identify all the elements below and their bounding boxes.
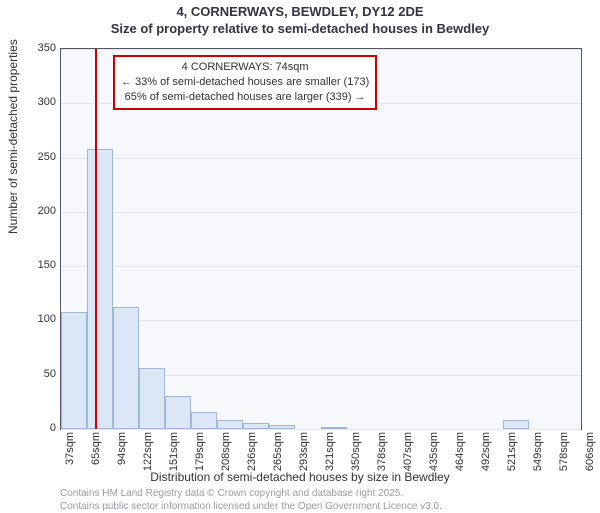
annotation-line2: ← 33% of semi-detached houses are smalle… bbox=[121, 76, 369, 88]
x-tick-label: 407sqm bbox=[402, 432, 414, 471]
histogram-bar bbox=[87, 149, 113, 429]
histogram-bar bbox=[217, 420, 243, 429]
x-tick-label: 492sqm bbox=[480, 432, 492, 471]
x-tick-label: 293sqm bbox=[298, 432, 310, 471]
annotation-line3: 65% of semi-detached houses are larger (… bbox=[125, 91, 366, 103]
x-tick-label: 549sqm bbox=[532, 432, 544, 471]
histogram-bar bbox=[243, 423, 269, 430]
histogram-bar bbox=[269, 425, 295, 429]
x-tick-label: 208sqm bbox=[220, 432, 232, 471]
x-tick-label: 606sqm bbox=[584, 432, 596, 471]
y-tick-label: 50 bbox=[16, 368, 56, 380]
plot-area: 4 CORNERWAYS: 74sqm ← 33% of semi-detache… bbox=[60, 48, 582, 430]
x-tick-label: 578sqm bbox=[558, 432, 570, 471]
histogram-bar bbox=[139, 368, 165, 429]
histogram-bar bbox=[113, 307, 139, 429]
y-tick-label: 150 bbox=[16, 259, 56, 271]
y-tick-label: 100 bbox=[16, 313, 56, 325]
histogram-bar bbox=[61, 312, 87, 429]
y-tick-label: 0 bbox=[16, 422, 56, 434]
plot-wrapper: 4 CORNERWAYS: 74sqm ← 33% of semi-detache… bbox=[60, 48, 580, 428]
chart-title-main: 4, CORNERWAYS, BEWDLEY, DY12 2DE bbox=[0, 4, 600, 19]
x-tick-label: 435sqm bbox=[428, 432, 440, 471]
attribution-text: Contains HM Land Registry data © Crown c… bbox=[60, 488, 442, 513]
histogram-bar bbox=[503, 420, 529, 429]
y-tick-label: 350 bbox=[16, 42, 56, 54]
histogram-bar bbox=[321, 427, 347, 429]
x-tick-label: 350sqm bbox=[350, 432, 362, 471]
x-tick-label: 321sqm bbox=[324, 432, 336, 471]
x-tick-label: 236sqm bbox=[246, 432, 258, 471]
x-tick-label: 179sqm bbox=[194, 432, 206, 471]
x-tick-label: 122sqm bbox=[142, 432, 154, 471]
chart-title-sub: Size of property relative to semi-detach… bbox=[0, 21, 600, 36]
histogram-bar bbox=[165, 396, 191, 429]
x-tick-label: 464sqm bbox=[454, 432, 466, 471]
attribution-line1: Contains HM Land Registry data © Crown c… bbox=[60, 488, 403, 499]
x-tick-label: 37sqm bbox=[64, 432, 76, 465]
x-tick-label: 378sqm bbox=[376, 432, 388, 471]
x-tick-label: 151sqm bbox=[168, 432, 180, 471]
histogram-bar bbox=[191, 412, 217, 429]
annotation-box: 4 CORNERWAYS: 74sqm ← 33% of semi-detache… bbox=[113, 55, 377, 110]
x-tick-label: 65sqm bbox=[90, 432, 102, 465]
property-marker-line bbox=[95, 49, 97, 429]
x-tick-label: 265sqm bbox=[272, 432, 284, 471]
attribution-line2: Contains public sector information licen… bbox=[60, 501, 442, 512]
x-axis-label: Distribution of semi-detached houses by … bbox=[0, 470, 600, 484]
y-tick-label: 300 bbox=[16, 96, 56, 108]
x-tick-label: 521sqm bbox=[506, 432, 518, 471]
y-tick-label: 200 bbox=[16, 205, 56, 217]
annotation-line1: 4 CORNERWAYS: 74sqm bbox=[182, 61, 309, 73]
x-tick-label: 94sqm bbox=[116, 432, 128, 465]
y-tick-label: 250 bbox=[16, 151, 56, 163]
